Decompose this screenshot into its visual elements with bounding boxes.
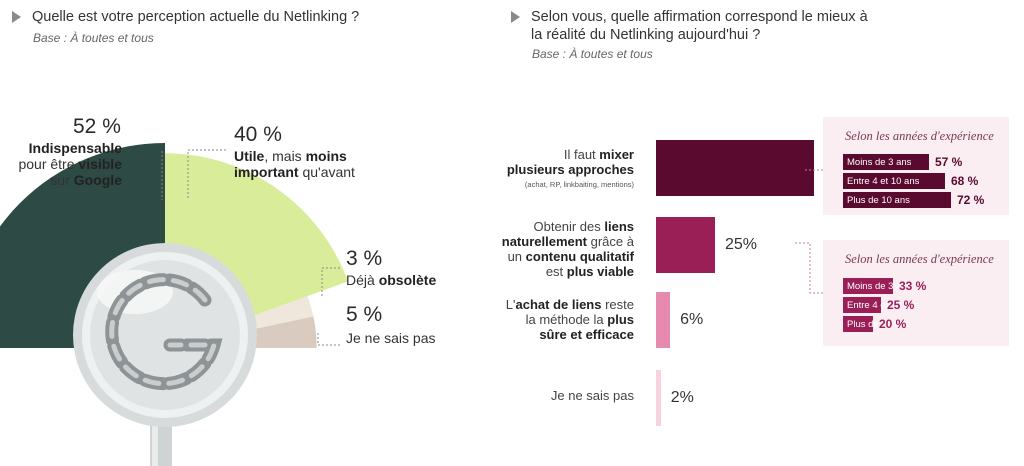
slice-3-label: Déjà obsolète xyxy=(346,272,436,288)
bar-0 xyxy=(656,140,814,196)
slice-52-label: Indispensable pour être visible sur Goog… xyxy=(10,140,122,188)
panel-bar: Entre 4 et 10 ans xyxy=(843,173,945,189)
label-40-text-3: moins xyxy=(305,148,347,164)
panel-title: Selon les années d'expérience xyxy=(845,129,994,143)
label-3-text-1: Déjà xyxy=(346,272,379,288)
panel-bar-value: 25 % xyxy=(887,298,915,312)
bar-category-label: L'achat de liens reste la méthode la plus… xyxy=(505,297,634,342)
bar-value-label: 6% xyxy=(680,311,704,328)
panel-bar-label: Entre 4 et 10 ans xyxy=(847,300,920,311)
left-question-title: Quelle est votre perception actuelle du … xyxy=(32,9,360,25)
slice-40-pct: 40 % xyxy=(234,123,282,146)
bar-value-label: 25% xyxy=(724,236,757,253)
label-40-text-5: qu'avant xyxy=(298,164,355,180)
slice-3-pct: 3 % xyxy=(346,247,383,270)
panel-bar-value: 33 % xyxy=(899,279,927,293)
panel-title: Selon les années d'expérience xyxy=(845,252,994,266)
bar-category-label: Je ne sais pas xyxy=(550,388,634,403)
label-40-text-2: , mais xyxy=(264,148,306,164)
label-52-text-2: Indispensable xyxy=(28,140,122,156)
panel-bar: Moins de 3 ans xyxy=(843,154,929,170)
experience-panel-1: Selon les années d'expérience Moins de 3 … xyxy=(823,240,1009,346)
label-52-text-4: visible xyxy=(78,156,122,172)
panel-bar-value: 57 % xyxy=(935,155,963,169)
label-52-text-5: sur xyxy=(50,172,74,188)
label-52-text-3: pour être xyxy=(18,156,79,172)
bar-2 xyxy=(656,292,671,348)
leader-line-3 xyxy=(321,267,340,296)
slice-40-label: Utile, mais moins important qu'avant xyxy=(234,148,355,180)
slice-5-label: Je ne sais pas xyxy=(346,330,436,346)
panel-bar: Plus de 10 ans xyxy=(843,316,910,332)
connector-25 xyxy=(795,242,825,294)
leader-line-40 xyxy=(187,149,226,200)
label-52-text-6: Google xyxy=(73,172,122,188)
right-base-note: Base : À toutes et tous xyxy=(532,47,653,61)
panel-connectors xyxy=(795,169,825,294)
bullet-triangle-icon xyxy=(511,11,520,23)
panel-bar-value: 20 % xyxy=(879,317,907,331)
slice-5-pct: 5 % xyxy=(346,303,383,326)
chain-g-icon xyxy=(105,273,223,391)
right-question-title-line1: Selon vous, quelle affirmation correspon… xyxy=(531,9,868,25)
panel-bar-label: Entre 4 et 10 ans xyxy=(847,176,920,187)
pie-chart xyxy=(0,143,349,466)
panel-bar-value: 68 % xyxy=(951,174,979,188)
right-question-title-line2: la réalité du Netlinking aujourd'hui ? xyxy=(531,27,761,43)
bar-value-label: 2% xyxy=(670,389,694,406)
label-40-text-4: important xyxy=(234,164,299,180)
label-3-text-2: obsolète xyxy=(378,272,437,288)
magnifier-chain-illustration xyxy=(73,243,257,466)
bullet-triangle-icon xyxy=(12,11,21,23)
panel-bar: Moins de 3 ans xyxy=(843,278,911,294)
bar-note: (achat, RP, linkbaiting, mentions) xyxy=(524,180,634,189)
slice-52-pct: 52 % xyxy=(73,115,121,138)
experience-panel-0: Selon les années d'expérience Moins de 3 … xyxy=(823,117,1009,215)
panel-bar-value: 72 % xyxy=(957,193,985,207)
panel-bar: Entre 4 et 10 ans xyxy=(843,297,919,313)
panel-bar: Plus de 10 ans xyxy=(843,192,951,208)
panel-bar-label: Moins de 3 ans xyxy=(847,281,912,292)
left-base-note: Base : À toutes et tous xyxy=(33,31,154,45)
bar-3 xyxy=(656,370,661,426)
bar-1 xyxy=(656,217,715,273)
panel-bar-label: Plus de 10 ans xyxy=(847,319,910,330)
label-40-text-1: Utile xyxy=(234,148,265,164)
leader-line-5 xyxy=(317,333,340,346)
panel-bar-label: Moins de 3 ans xyxy=(847,157,912,168)
bar-category-label: Il faut mixer plusieurs approches xyxy=(506,147,634,177)
bar-category-label: Obtenir des liens naturellement grâce à un… xyxy=(501,219,634,279)
panel-bar-label: Plus de 10 ans xyxy=(847,195,910,206)
